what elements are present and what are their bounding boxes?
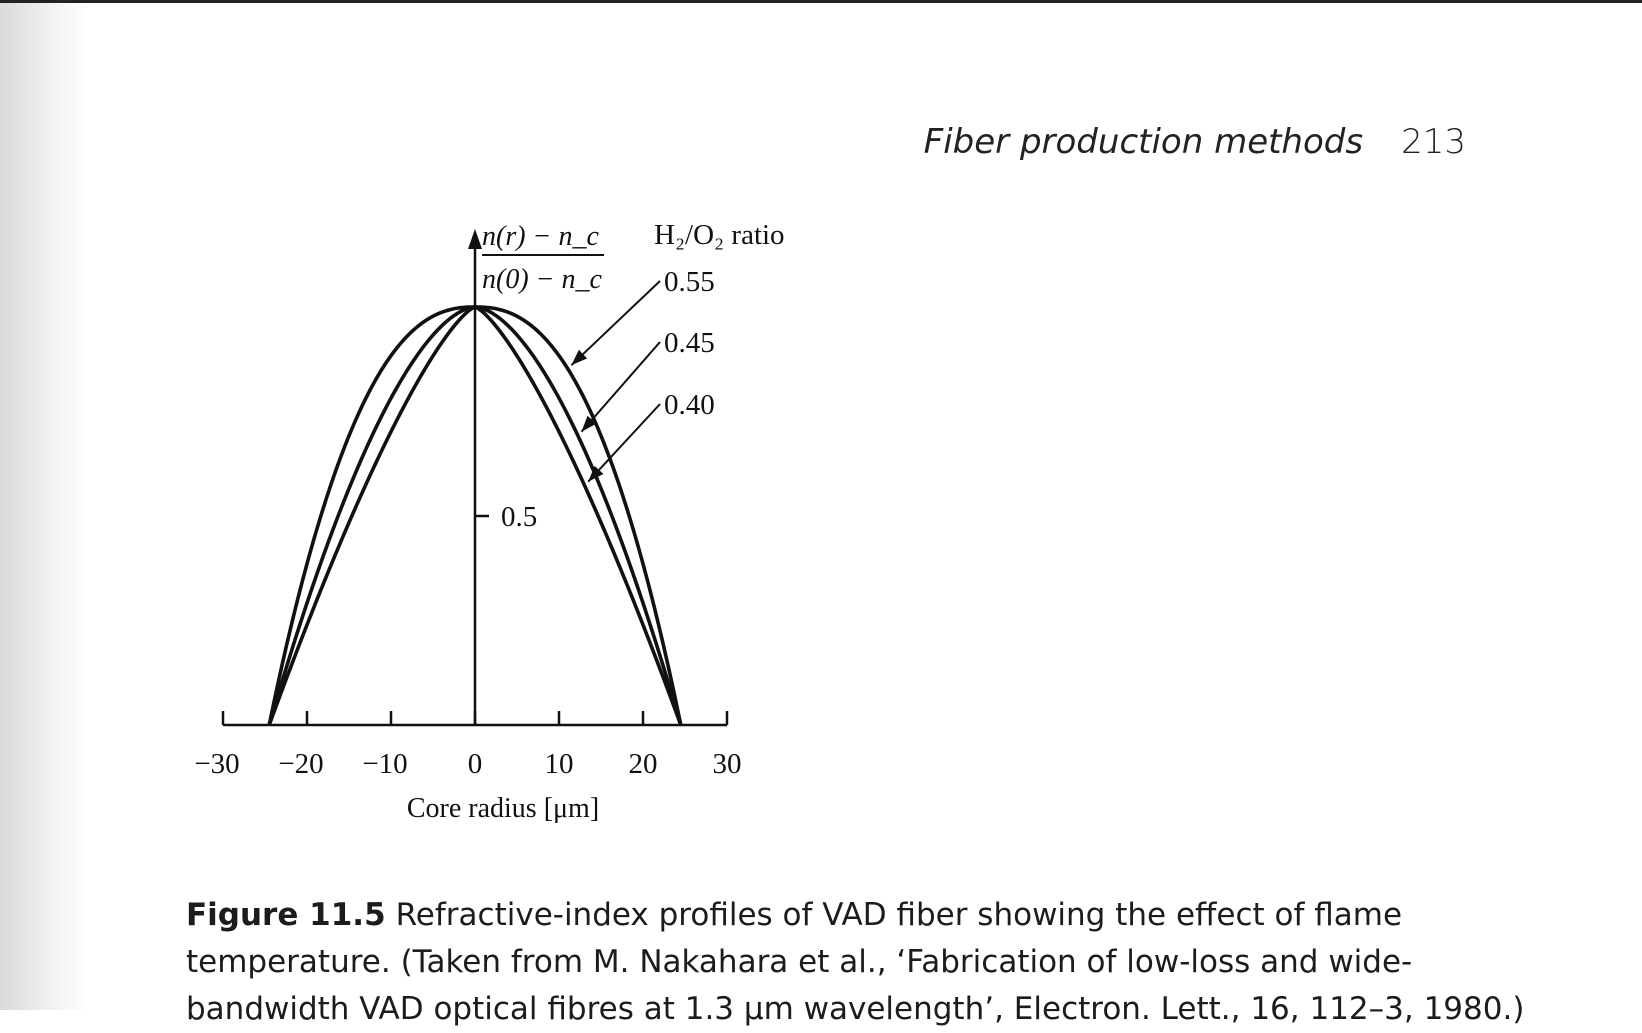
x-tick-label-6: 30 bbox=[713, 748, 742, 780]
x-tick-label-1: −20 bbox=[278, 748, 323, 780]
chart-curves bbox=[267, 305, 683, 726]
y-axis-arrowhead bbox=[468, 229, 482, 249]
page-top-edge bbox=[0, 0, 1642, 3]
caption-label: Figure 11.5 bbox=[186, 897, 386, 933]
x-tick-label-2: −10 bbox=[362, 748, 407, 780]
x-tick-label-4: 10 bbox=[545, 748, 574, 780]
legend-leader-0-55 bbox=[570, 280, 661, 366]
x-tick-label-3: 0 bbox=[468, 748, 483, 780]
profile-curve-0-40 bbox=[267, 305, 683, 726]
x-tick-label-5: 20 bbox=[629, 748, 658, 780]
legend-title: H₂/O₂ ratio bbox=[654, 219, 785, 251]
chart-ticks: −30 −20 −10 0 10 20 30 0.5 bbox=[194, 501, 741, 780]
x-tick-label-0: −30 bbox=[194, 748, 239, 780]
legend-leader-0-40 bbox=[587, 403, 661, 483]
page-edge-shadow bbox=[0, 0, 90, 1010]
running-title: Fiber production methods bbox=[923, 122, 1364, 162]
page-number: 213 bbox=[1401, 122, 1466, 162]
chart-legend: 0.55 0.45 0.40 bbox=[570, 266, 715, 483]
legend-label-0-55: 0.55 bbox=[664, 266, 715, 298]
caption-text: Refractive-index profiles of VAD fiber s… bbox=[186, 897, 1525, 1027]
y-label-numerator: n(r) − n_c bbox=[482, 221, 599, 252]
legend-arrowhead-0-40 bbox=[588, 465, 604, 482]
y-tick-label-0: 0.5 bbox=[501, 501, 537, 533]
legend-leader-0-45 bbox=[580, 341, 661, 433]
refractive-index-chart: −30 −20 −10 0 10 20 30 0.5 0.55 0.45 0.40 n(r) − … bbox=[194, 219, 785, 824]
legend-label-0-45: 0.45 bbox=[664, 327, 715, 359]
legend-label-0-40: 0.40 bbox=[664, 389, 715, 421]
figure-caption: Figure 11.5 Refractive-index profiles of … bbox=[186, 892, 1526, 1033]
legend-arrowhead-0-45 bbox=[581, 415, 597, 432]
running-head: Fiber production methods 213 bbox=[924, 122, 1466, 162]
legend-arrowhead-0-55 bbox=[571, 349, 588, 366]
y-label-denominator: n(0) − n_c bbox=[482, 264, 603, 295]
x-axis-label: Core radius [μm] bbox=[407, 793, 599, 824]
